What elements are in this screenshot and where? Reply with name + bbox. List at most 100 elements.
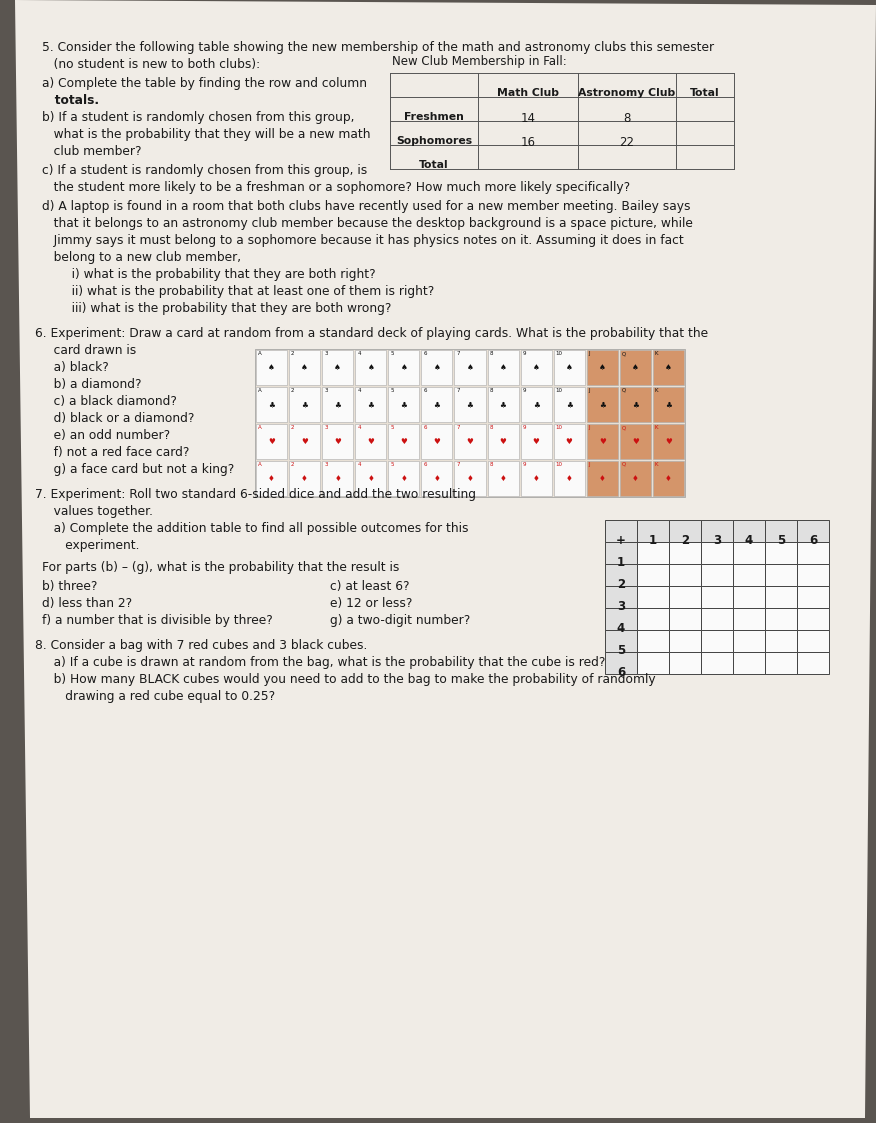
Text: 5: 5 [391,389,394,393]
Text: 9: 9 [523,462,526,467]
Text: K: K [655,389,659,393]
Bar [797,630,829,652]
Text: 3: 3 [324,462,328,467]
Text: b) If a student is randomly chosen from this group,: b) If a student is randomly chosen from … [42,111,355,124]
Text: a) If a cube is drawn at random from the bag, what is the probability that the c: a) If a cube is drawn at random from the… [42,656,605,669]
Text: 5: 5 [391,424,394,430]
Text: the student more likely to be a freshman or a sophomore? How much more likely sp: the student more likely to be a freshman… [42,181,630,194]
Bar [455,424,485,459]
Bar [455,387,485,422]
Text: e) an odd number?: e) an odd number? [42,429,170,442]
Bar [256,462,287,496]
Bar [701,564,733,586]
Text: 6. Experiment: Draw a card at random from a standard deck of playing cards. What: 6. Experiment: Draw a card at random fro… [35,327,708,340]
Bar [322,387,353,422]
Text: 10: 10 [555,351,562,356]
Text: what is the probability that they will be a new math: what is the probability that they will b… [42,128,371,141]
Bar [733,520,765,542]
Text: Math Club: Math Club [497,88,559,98]
Bar [797,608,829,630]
Text: g) a face card but not a king?: g) a face card but not a king? [42,463,234,476]
Text: K: K [655,351,659,356]
Bar [797,652,829,674]
Text: 6: 6 [423,462,427,467]
Bar [356,387,386,422]
Text: 14: 14 [520,112,535,125]
Text: A: A [258,389,262,393]
Text: ♠: ♠ [400,363,407,372]
Bar [733,652,765,674]
Text: 8: 8 [624,112,631,125]
Text: 8: 8 [490,389,493,393]
Text: ♥: ♥ [499,437,506,446]
Text: 2: 2 [291,462,294,467]
Bar [587,350,618,385]
Text: c) at least 6?: c) at least 6? [330,579,409,593]
Text: 9: 9 [523,389,526,393]
Text: f) a number that is divisible by three?: f) a number that is divisible by three? [42,614,272,627]
Bar [653,350,684,385]
Text: ♥: ♥ [434,437,441,446]
Bar [669,630,701,652]
Text: ♦: ♦ [434,474,441,483]
Bar [733,630,765,652]
Text: 7: 7 [456,462,460,467]
Text: ♠: ♠ [467,363,473,372]
Bar [289,462,320,496]
Text: ♣: ♣ [434,400,441,409]
Bar [520,350,552,385]
Text: ♦: ♦ [367,474,374,483]
Text: 5: 5 [617,643,625,657]
Text: ♥: ♥ [632,437,639,446]
Bar [520,387,552,422]
Text: iii) what is the probability that they are both wrong?: iii) what is the probability that they a… [60,302,392,314]
Text: ♠: ♠ [268,363,275,372]
Bar [733,564,765,586]
Bar [605,586,637,608]
Bar [765,652,797,674]
Bar [256,424,287,459]
Text: ♣: ♣ [367,400,374,409]
Text: ♦: ♦ [335,474,341,483]
Text: Q: Q [622,462,626,467]
Bar [620,424,651,459]
Text: ♠: ♠ [665,363,672,372]
Text: ♠: ♠ [499,363,506,372]
Bar [605,630,637,652]
Bar [765,630,797,652]
Text: A: A [258,424,262,430]
Text: 4: 4 [357,351,361,356]
Text: ♥: ♥ [301,437,308,446]
Text: ♣: ♣ [268,400,275,409]
Text: values together.: values together. [42,505,153,518]
Text: d) black or a diamond?: d) black or a diamond? [42,412,194,424]
Bar [421,424,453,459]
Bar [256,350,287,385]
Bar [520,462,552,496]
Bar [669,652,701,674]
Bar [356,350,386,385]
Text: 10: 10 [555,424,562,430]
Bar [587,462,618,496]
Text: 5: 5 [391,351,394,356]
Bar [797,586,829,608]
Text: ♠: ♠ [301,363,308,372]
Text: 4: 4 [357,389,361,393]
Bar [322,350,353,385]
Text: J: J [589,424,590,430]
Text: belong to a new club member,: belong to a new club member, [42,252,241,264]
Bar [388,387,420,422]
Text: c) If a student is randomly chosen from this group, is: c) If a student is randomly chosen from … [42,164,367,177]
Bar [605,564,637,586]
Text: ♣: ♣ [301,400,308,409]
Bar [388,350,420,385]
Bar [701,652,733,674]
Text: ♠: ♠ [533,363,540,372]
Text: Q: Q [622,424,626,430]
Bar [637,630,669,652]
Bar [669,608,701,630]
Text: ♦: ♦ [499,474,506,483]
Text: New Club Membership in Fall:: New Club Membership in Fall: [392,55,567,69]
Bar [637,608,669,630]
Bar [765,586,797,608]
